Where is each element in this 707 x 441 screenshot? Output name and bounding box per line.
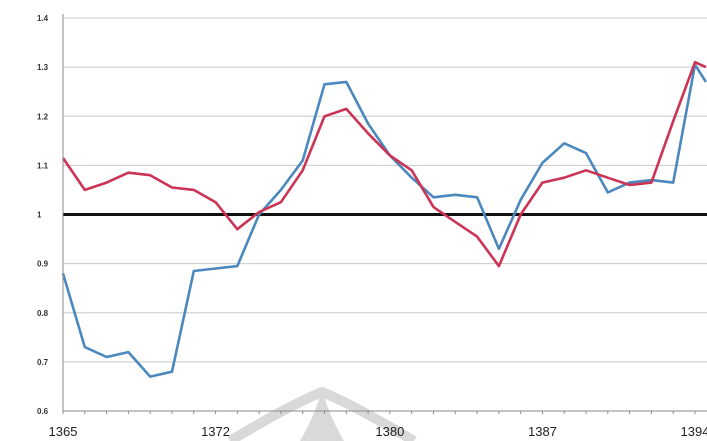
y-tick-label: 0.9: [37, 260, 49, 269]
y-tick-label: 0.8: [37, 309, 49, 318]
y-tick-label: 1.1: [37, 161, 49, 170]
x-tick-label: 1380: [375, 424, 404, 439]
x-tick-label: 1394: [681, 424, 707, 439]
x-tick-label: 1387: [528, 424, 557, 439]
y-tick-label: 1.4: [37, 14, 49, 23]
watermark-spike: [300, 386, 344, 441]
y-tick-label: 0.7: [37, 358, 49, 367]
x-tick-labels: 1365 1372 1380 1387 1394: [49, 424, 707, 439]
x-tick-label: 1372: [201, 424, 230, 439]
series-line-2: [61, 60, 707, 268]
y-tick-label: 1.3: [37, 63, 49, 72]
series-lines: [61, 60, 707, 378]
x-tick-label: 1365: [49, 424, 78, 439]
watermark: [227, 386, 417, 441]
y-tick-label: 1.2: [37, 112, 49, 121]
y-tick-label: 0.6: [37, 407, 49, 416]
y-tick-label: 1: [37, 211, 42, 220]
y-tick-labels: 0.6 0.7 0.8 0.9 1 1.1 1.2 1.3 1.4: [37, 14, 49, 416]
axes: [62, 14, 707, 414]
